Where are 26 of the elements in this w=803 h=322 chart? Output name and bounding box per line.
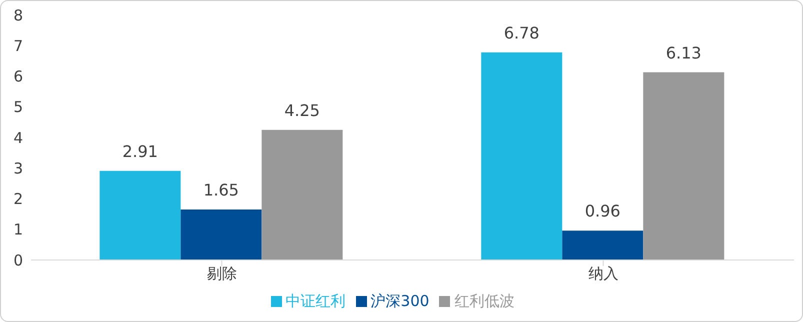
- bar: [643, 72, 724, 260]
- legend-label: 红利低波: [454, 292, 514, 310]
- legend-label: 沪深300: [370, 292, 430, 310]
- x-tick-label: 剔除: [206, 264, 237, 283]
- x-tick-label: 纳入: [588, 264, 618, 283]
- data-label: 0.96: [584, 202, 620, 221]
- data-label: 6.13: [666, 43, 702, 62]
- y-tick-label: 5: [13, 98, 23, 116]
- y-tick-label: 4: [13, 128, 23, 147]
- data-label: 1.65: [203, 180, 239, 200]
- data-label: 6.78: [504, 23, 540, 42]
- y-tick-label: 6: [13, 68, 23, 86]
- y-tick-label: 2: [13, 190, 23, 208]
- y-tick-label: 8: [13, 6, 23, 24]
- y-tick-label: 0: [13, 251, 23, 270]
- y-tick-label: 7: [13, 36, 23, 55]
- bar: [481, 52, 562, 260]
- bar: [100, 170, 181, 260]
- bar: [180, 209, 262, 260]
- y-tick-label: 3: [13, 159, 23, 178]
- legend-label: 中证红利: [286, 292, 346, 310]
- data-label: 4.25: [284, 100, 320, 120]
- bar: [262, 130, 343, 260]
- data-label: 2.91: [122, 142, 158, 161]
- y-tick-label: 1: [13, 220, 23, 239]
- bar: [562, 230, 644, 260]
